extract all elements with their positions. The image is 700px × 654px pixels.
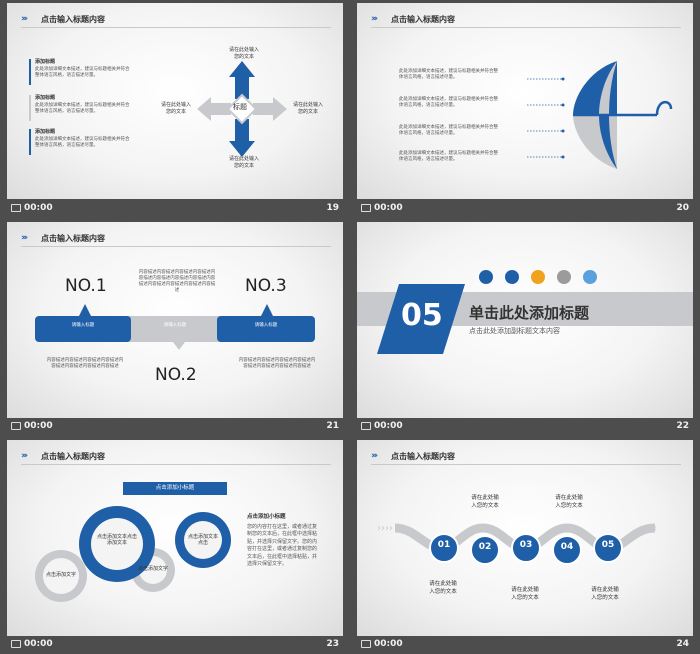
slide-footer: 00:00 24 [357, 636, 693, 654]
slide-footer: 00:00 23 [7, 636, 343, 654]
pie-icon [505, 270, 519, 284]
bar-label: 请输入标题 [163, 323, 187, 328]
list-item: 此处添加详细文本描述，建议与标题相关并符合整体语言风格，语言描述尽量。 [399, 125, 498, 136]
slide-22[interactable]: 05 单击此处添加标题 点击此处添加副标题文本内容 [357, 222, 693, 418]
cross-arrows-diagram [197, 61, 287, 157]
clock-icon [11, 203, 21, 212]
list-item: 此处添加详细文本描述，建议与标题相关并符合整体语言风格，语言描述尽量。 [399, 69, 498, 80]
slide-header: ››› 点击输入标题内容 [371, 450, 681, 465]
slide-24[interactable]: ››› 点击输入标题内容 ›››› ‹‹‹‹ 01 02 03 04 05 请在… [357, 440, 693, 636]
slide-19[interactable]: ››› 点击输入标题内容 添加标题 此处添加详细文本描述，建议与标题相关并符合整… [7, 3, 343, 199]
step-text: 请在此处输 入您的文本 [429, 581, 457, 595]
clock-icon [361, 639, 371, 648]
svg-text:‹‹‹‹: ‹‹‹‹ [641, 523, 657, 534]
clock-icon [11, 639, 21, 648]
slide-footer: 00:00 21 [7, 418, 343, 436]
chevron-icon: ››› [21, 451, 28, 461]
clock-icon [361, 203, 371, 212]
chart-icon [479, 270, 493, 284]
gears-diagram [35, 506, 231, 602]
no2-label: NO.2 [155, 365, 197, 385]
slide-header: ››› 点击输入标题内容 [21, 450, 331, 465]
clock-icon [11, 421, 21, 430]
chevron-icon: ››› [21, 233, 28, 243]
phone-icon [557, 270, 571, 284]
step-badge [593, 533, 623, 563]
chevron-icon: ››› [371, 14, 378, 24]
slide-footer: 00:00 19 [7, 200, 343, 218]
no3-label: NO.3 [245, 276, 287, 296]
list-item: 此处添加详细文本描述，建议与标题相关并符合整体语言风格，语言描述尽量。 [399, 97, 498, 108]
calendar-icon [583, 270, 597, 284]
slide-footer: 00:00 20 [357, 200, 693, 218]
clock-icon [361, 421, 371, 430]
slide-21[interactable]: ››› 点击输入标题内容 NO.1 NO.3 NO.2 内容描述内容描述内容描述… [7, 222, 343, 418]
slide-23[interactable]: ››› 点击输入标题内容 点击添加小标题 点击添加文本点击添加文本 点击添加文本… [7, 440, 343, 636]
step-badge [429, 533, 459, 563]
slide-footer: 00:00 22 [357, 418, 693, 436]
section-subtitle: 点击此处添加副标题文本内容 [469, 327, 560, 335]
step-text: 请在此处输 入您的文本 [511, 587, 539, 601]
step-badge [552, 535, 582, 565]
search-icon [531, 270, 545, 284]
no1-label: NO.1 [65, 276, 107, 296]
section-number-badge [377, 284, 465, 354]
slide-header: ››› 点击输入标题内容 [371, 13, 681, 28]
step-text: 请在此处输 入您的文本 [555, 495, 583, 509]
step-badge [470, 535, 500, 565]
section-number: 05 [401, 298, 443, 333]
chevron-icon: ››› [21, 14, 28, 24]
svg-text:››››: ›››› [377, 523, 393, 534]
slide-header: ››› 点击输入标题内容 [21, 232, 331, 247]
icon-row [479, 270, 619, 286]
slide-20[interactable]: ››› 点击输入标题内容 此处添加详细文本描述，建议与标题相关并符合整体语言风格… [357, 3, 693, 199]
slide-header: ››› 点击输入标题内容 [21, 13, 331, 28]
step-text: 请在此处输 入您的文本 [471, 495, 499, 509]
bar-label: 请输入标题 [71, 323, 95, 328]
list-item: 此处添加详细文本描述，建议与标题相关并符合整体语言风格，语言描述尽量。 [399, 151, 498, 162]
banner [123, 482, 227, 495]
bar-label: 请输入标题 [254, 323, 278, 328]
chevron-icon: ››› [371, 451, 378, 461]
step-badge [511, 533, 541, 563]
step-text: 请在此处输 入您的文本 [591, 587, 619, 601]
section-title: 单击此处添加标题 [469, 304, 590, 322]
bar-connector [35, 304, 315, 350]
umbrella-diagram [527, 61, 673, 169]
